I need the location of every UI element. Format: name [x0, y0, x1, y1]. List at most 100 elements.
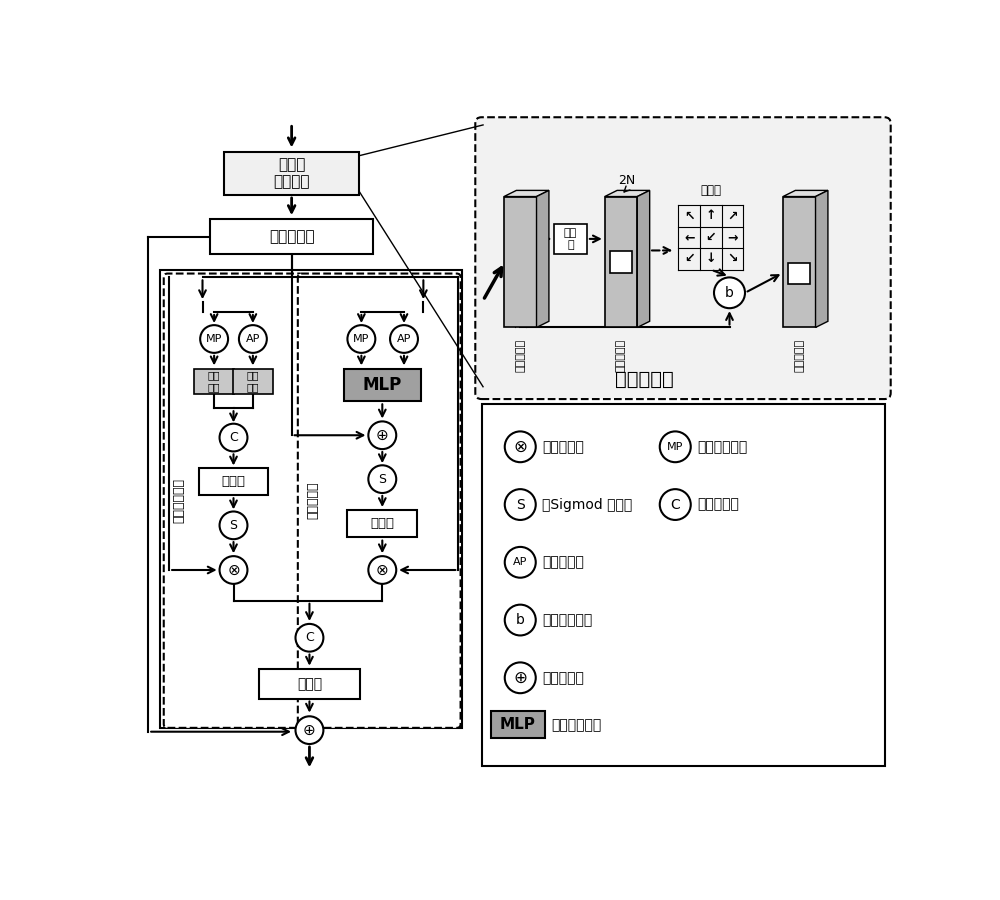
Text: S: S — [378, 472, 386, 486]
Text: 卷积
层: 卷积 层 — [564, 228, 577, 249]
Text: MLP: MLP — [363, 376, 402, 394]
Text: ↓: ↓ — [706, 252, 716, 266]
Text: 卷积层: 卷积层 — [222, 475, 246, 488]
Circle shape — [714, 277, 745, 308]
Text: AP: AP — [246, 334, 260, 344]
FancyBboxPatch shape — [164, 274, 303, 728]
Text: ↗: ↗ — [727, 210, 738, 222]
Circle shape — [347, 325, 375, 353]
Text: 2N: 2N — [619, 175, 636, 187]
Polygon shape — [605, 191, 650, 196]
Text: 可变形卷积: 可变形卷积 — [615, 370, 674, 389]
Circle shape — [660, 431, 691, 463]
Text: 变形回复增强: 变形回复增强 — [173, 478, 186, 523]
Bar — [347, 510, 417, 537]
Text: S: S — [516, 498, 525, 511]
Circle shape — [220, 511, 247, 539]
FancyBboxPatch shape — [298, 274, 461, 728]
Text: 输入特征图: 输入特征图 — [515, 339, 525, 372]
Text: AP: AP — [513, 557, 527, 567]
Text: 偏移量: 偏移量 — [700, 184, 721, 197]
Text: C: C — [305, 631, 314, 644]
Bar — [605, 196, 637, 328]
Text: C: C — [670, 498, 680, 511]
Text: ↑: ↑ — [706, 210, 716, 222]
Bar — [482, 404, 885, 767]
Circle shape — [368, 556, 396, 584]
Text: ：像素加和: ：像素加和 — [542, 670, 584, 685]
Text: 卷积层: 卷积层 — [297, 677, 322, 691]
Circle shape — [296, 624, 323, 652]
Text: 卷积层: 卷积层 — [370, 518, 394, 530]
Text: MP: MP — [353, 334, 370, 344]
Text: MLP: MLP — [500, 717, 536, 733]
Text: ：双线性插值: ：双线性插值 — [542, 613, 592, 627]
Text: 偏移形增强: 偏移形增强 — [307, 482, 320, 519]
Text: MP: MP — [206, 334, 222, 344]
Polygon shape — [537, 191, 549, 328]
Circle shape — [505, 547, 536, 578]
Text: ：均值池化: ：均值池化 — [542, 555, 584, 570]
Circle shape — [660, 490, 691, 520]
Text: ⊕: ⊕ — [303, 723, 316, 738]
Polygon shape — [637, 191, 650, 328]
Text: →: → — [727, 231, 738, 244]
Text: ←: ← — [684, 231, 694, 244]
Bar — [199, 468, 268, 495]
Bar — [788, 263, 810, 284]
Text: 输出特征图: 输出特征图 — [794, 339, 804, 372]
Circle shape — [296, 716, 323, 744]
Circle shape — [239, 325, 267, 353]
Circle shape — [390, 325, 418, 353]
Circle shape — [505, 490, 536, 520]
Polygon shape — [816, 191, 828, 328]
Text: b: b — [725, 286, 734, 300]
Text: ：多层感知机: ：多层感知机 — [551, 718, 602, 732]
Text: ↘: ↘ — [727, 252, 738, 266]
Bar — [554, 224, 587, 254]
Text: MP: MP — [667, 442, 683, 452]
Text: ↙: ↙ — [684, 252, 694, 266]
Bar — [344, 369, 421, 401]
Text: ⊗: ⊗ — [376, 562, 389, 578]
Circle shape — [505, 431, 536, 463]
Text: ：像素点乘: ：像素点乘 — [542, 440, 584, 454]
Text: 激活
采集: 激活 采集 — [247, 371, 259, 392]
Text: ：通道合并: ：通道合并 — [697, 498, 739, 511]
Bar — [259, 670, 360, 698]
Polygon shape — [504, 191, 549, 196]
Bar — [491, 711, 545, 738]
Text: C: C — [229, 431, 238, 444]
Bar — [210, 220, 373, 254]
Bar — [194, 369, 234, 393]
Text: ⊗: ⊗ — [227, 562, 240, 578]
Text: 计算偏移量: 计算偏移量 — [616, 339, 626, 372]
Circle shape — [200, 325, 228, 353]
Circle shape — [220, 556, 247, 584]
Text: ：最大值池化: ：最大值池化 — [697, 440, 747, 454]
Circle shape — [368, 465, 396, 493]
FancyBboxPatch shape — [160, 270, 462, 728]
Text: AP: AP — [397, 334, 411, 344]
Bar — [224, 152, 359, 194]
Text: 可变形
卷积单元: 可变形 卷积单元 — [273, 158, 310, 190]
Bar — [233, 369, 273, 393]
Bar — [783, 196, 816, 328]
Text: ⊗: ⊗ — [513, 437, 527, 455]
Text: S: S — [230, 518, 238, 532]
Text: ↖: ↖ — [684, 210, 694, 222]
Circle shape — [220, 424, 247, 452]
Text: ：Sigmod 归一化: ：Sigmod 归一化 — [542, 498, 632, 511]
Text: 卷积层单元: 卷积层单元 — [269, 230, 314, 244]
Circle shape — [505, 605, 536, 635]
Text: ⊕: ⊕ — [376, 428, 389, 443]
Text: b: b — [516, 613, 525, 627]
Text: 激活
采集: 激活 采集 — [208, 371, 220, 392]
FancyBboxPatch shape — [475, 117, 891, 399]
Text: ↙: ↙ — [706, 231, 716, 244]
Bar — [610, 251, 632, 273]
Bar — [504, 196, 537, 328]
Polygon shape — [783, 191, 828, 196]
Circle shape — [368, 421, 396, 449]
Circle shape — [505, 662, 536, 693]
